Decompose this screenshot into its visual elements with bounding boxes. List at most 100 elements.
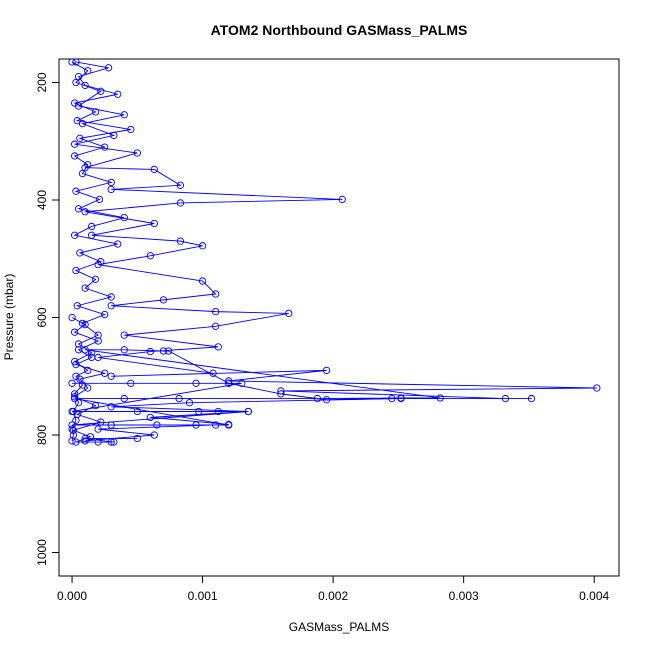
data-point xyxy=(95,195,104,204)
data-point xyxy=(76,375,84,383)
data-point xyxy=(146,252,155,260)
data-point xyxy=(87,222,96,231)
data-point xyxy=(114,240,122,248)
data-point xyxy=(107,403,115,411)
data-point xyxy=(74,102,83,110)
data-point xyxy=(73,410,81,419)
data-point xyxy=(84,67,92,75)
data-point xyxy=(72,266,80,275)
data-point xyxy=(322,396,331,404)
data-point xyxy=(192,421,200,429)
data-point xyxy=(84,384,92,392)
data-point xyxy=(211,307,220,316)
data-point xyxy=(81,164,89,172)
data-point xyxy=(211,421,220,429)
data-point xyxy=(107,421,115,429)
x-tick-label: 0.000 xyxy=(57,589,87,603)
x-tick-label: 0.002 xyxy=(318,589,348,603)
data-point xyxy=(211,290,220,298)
data-point xyxy=(81,81,89,90)
data-point xyxy=(133,434,141,443)
data-point xyxy=(192,379,200,387)
data-point xyxy=(107,372,115,380)
series-2 xyxy=(68,346,444,429)
data-point xyxy=(97,87,105,95)
data-point xyxy=(195,407,203,416)
data-point xyxy=(159,347,168,355)
data-point xyxy=(74,340,83,348)
data-point xyxy=(72,187,80,195)
data-point xyxy=(176,199,185,207)
y-axis-label: Pressure (mbar) xyxy=(2,274,16,361)
data-point xyxy=(133,149,141,157)
series-1 xyxy=(68,59,601,445)
data-point xyxy=(107,302,115,310)
data-point xyxy=(110,438,118,446)
data-point xyxy=(87,353,96,362)
data-point xyxy=(101,310,109,319)
data-point xyxy=(322,366,331,375)
data-point xyxy=(164,347,173,355)
series-line xyxy=(71,61,597,442)
data-point xyxy=(176,181,185,189)
data-point xyxy=(436,394,444,402)
data-point xyxy=(107,293,115,301)
data-point xyxy=(101,369,109,377)
data-point xyxy=(71,152,79,160)
data-point xyxy=(69,426,78,434)
data-point xyxy=(120,331,128,339)
data-point xyxy=(277,390,285,398)
y-axis: 200 400 600 800 1000 xyxy=(35,72,60,566)
data-point xyxy=(91,401,100,410)
data-point xyxy=(185,399,194,407)
series-line xyxy=(71,349,441,426)
data-point xyxy=(71,140,79,148)
data-point xyxy=(74,346,83,354)
data-point xyxy=(146,347,155,356)
x-axis: 0.000 0.001 0.002 0.003 0.004 xyxy=(57,575,610,603)
data-point xyxy=(81,437,89,445)
data-point xyxy=(214,407,222,416)
data-point xyxy=(94,260,102,269)
data-point xyxy=(81,320,89,329)
data-point xyxy=(150,431,158,439)
data-point xyxy=(238,379,246,387)
data-point xyxy=(87,231,96,239)
data-point xyxy=(225,379,233,387)
y-tick-label: 1000 xyxy=(35,539,49,566)
data-point xyxy=(501,394,510,403)
chart-title: ATOM2 Northbound GASMass_PALMS xyxy=(211,22,468,38)
data-point xyxy=(71,328,79,336)
data-point xyxy=(86,433,94,441)
data-point xyxy=(84,366,92,375)
data-point xyxy=(127,125,135,134)
data-point xyxy=(68,59,76,66)
data-point xyxy=(68,379,76,387)
data-point xyxy=(159,296,168,304)
series-line xyxy=(71,61,131,441)
series-line xyxy=(71,317,138,443)
data-point xyxy=(133,407,141,416)
data-point xyxy=(120,346,128,354)
data-point xyxy=(175,394,183,403)
data-point xyxy=(81,208,89,216)
data-point xyxy=(244,407,252,416)
data-point xyxy=(97,418,105,426)
data-point xyxy=(68,425,76,433)
data-point xyxy=(120,111,128,119)
data-point xyxy=(76,249,84,257)
y-tick-label: 400 xyxy=(35,190,49,210)
data-point xyxy=(74,205,83,213)
data-point xyxy=(285,309,293,318)
data-point xyxy=(91,275,100,283)
data-point xyxy=(150,165,158,174)
data-point xyxy=(388,394,396,403)
data-point xyxy=(107,178,115,187)
data-point xyxy=(104,64,113,72)
data-point xyxy=(153,421,161,429)
data-point xyxy=(94,425,102,433)
data-point xyxy=(68,313,76,322)
x-tick-label: 0.003 xyxy=(449,589,479,603)
data-point xyxy=(176,237,185,245)
